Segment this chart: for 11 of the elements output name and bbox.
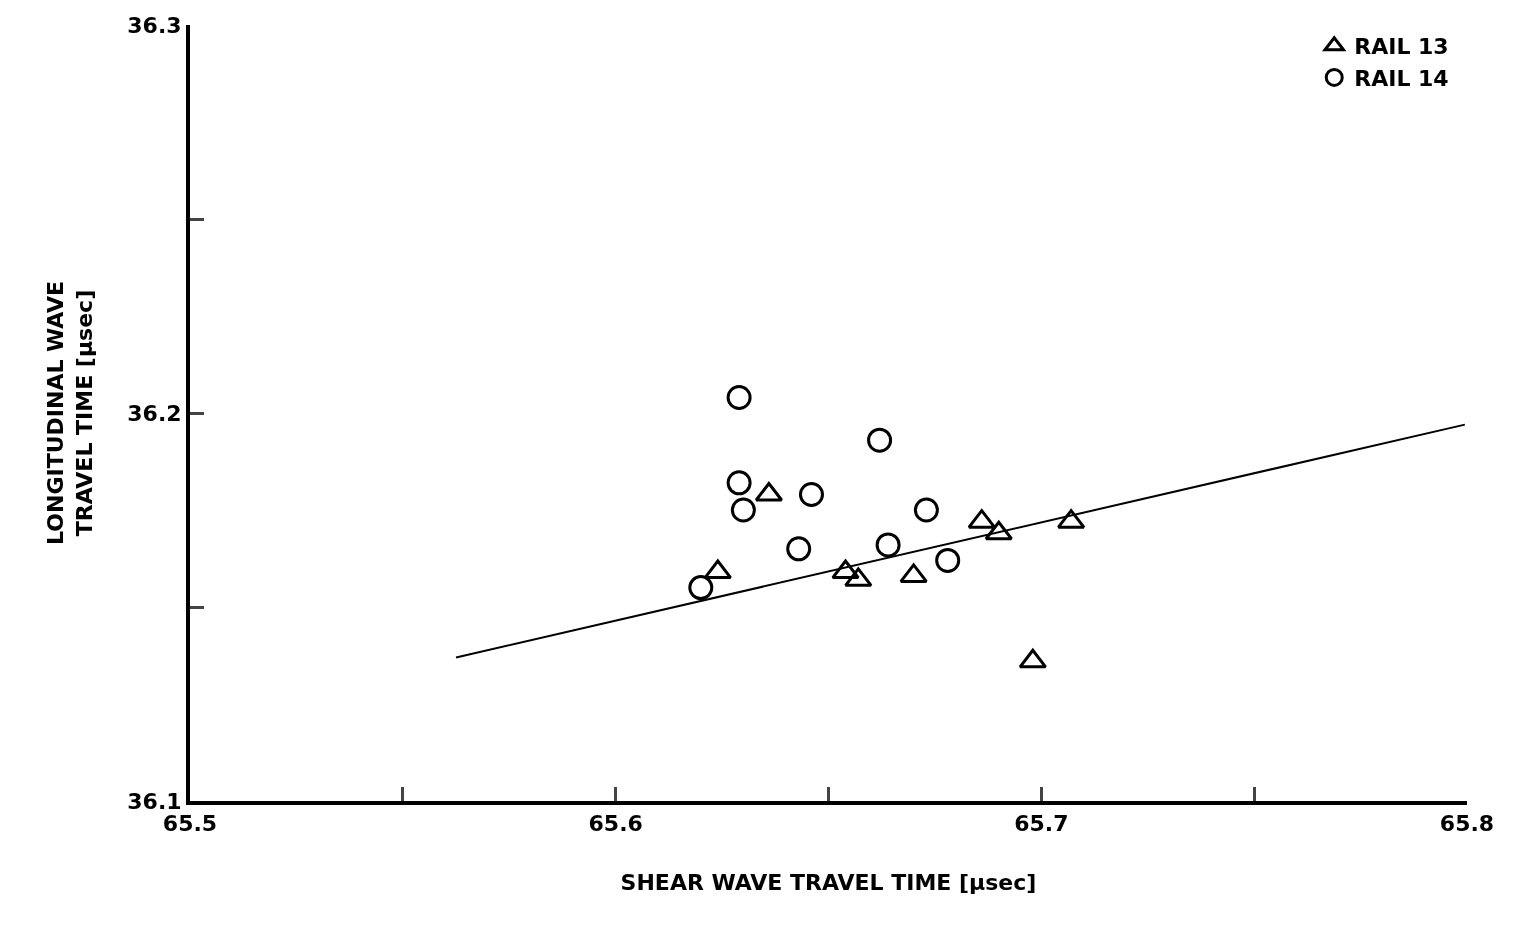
- x-tick-label: 65.8: [1439, 811, 1495, 837]
- x-tick-label: 65.6: [588, 811, 643, 837]
- y-tick-label: 36.1: [127, 788, 182, 814]
- legend-label: RAIL 14: [1354, 65, 1449, 91]
- y-axis-title: LONGITUDINAL WAVE TRAVEL TIME [μsec]: [43, 281, 97, 545]
- x-axis-title: SHEAR WAVE TRAVEL TIME [μsec]: [620, 869, 1037, 895]
- legend-label: RAIL 13: [1354, 34, 1449, 60]
- y-tick-label: 36.2: [127, 400, 182, 426]
- y-tick-label: 36.3: [127, 12, 182, 38]
- x-tick-label: 65.5: [162, 811, 218, 837]
- x-tick-label: 65.7: [1014, 811, 1069, 837]
